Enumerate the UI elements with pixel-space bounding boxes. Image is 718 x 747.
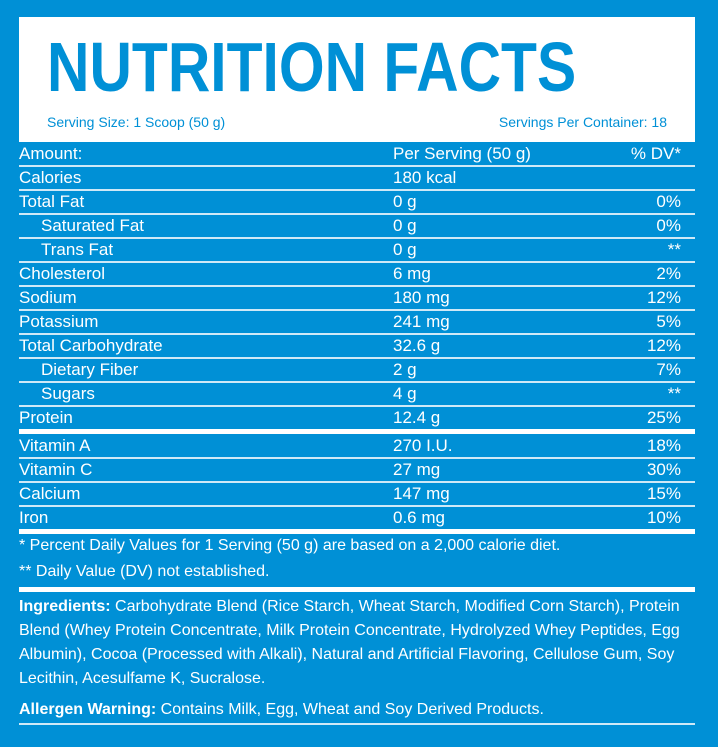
- nutrient-amount: 27 mg: [393, 460, 441, 479]
- nutrient-dv: 2%: [656, 264, 681, 283]
- nutrient-name: Sugars: [41, 384, 95, 403]
- servings-per-container: Servings Per Container: 18: [498, 114, 667, 130]
- nutrient-amount: 4 g: [393, 384, 417, 403]
- allergen-text: Contains Milk, Egg, Wheat and Soy Derive…: [156, 701, 544, 718]
- table-row: Potassium 241 mg 5%: [19, 311, 695, 335]
- nutrient-name: Vitamin A: [19, 436, 91, 455]
- table-row: Protein 12.4 g 25%: [19, 407, 695, 434]
- table-row: Calories 180 kcal: [19, 167, 695, 191]
- column-header-per-serving: Per Serving (50 g): [393, 144, 531, 163]
- ingredients: Ingredients: Carbohydrate Blend (Rice St…: [19, 595, 695, 691]
- nutrient-dv: 0%: [656, 192, 681, 211]
- table-row: Total Fat 0 g 0%: [19, 191, 695, 215]
- nutrient-name: Saturated Fat: [41, 216, 145, 235]
- nutrient-amount: 2 g: [393, 360, 417, 379]
- table-header: Amount: Per Serving (50 g) % DV*: [19, 143, 695, 167]
- nutrient-name: Dietary Fiber: [41, 360, 139, 379]
- nutrition-table: Amount: Per Serving (50 g) % DV* Calorie…: [19, 143, 695, 534]
- nutrient-name: Calories: [19, 168, 82, 187]
- nutrient-dv: 15%: [646, 484, 681, 503]
- ingredients-label: Ingredients:: [19, 598, 111, 615]
- allergen-warning: Allergen Warning: Contains Milk, Egg, Wh…: [19, 699, 695, 725]
- nutrient-amount: 32.6 g: [393, 336, 441, 355]
- nutrient-dv: 12%: [646, 288, 681, 307]
- nutrient-name: Calcium: [19, 484, 81, 503]
- footnotes: * Percent Daily Values for 1 Serving (50…: [19, 533, 695, 592]
- nutrient-amount: 0 g: [393, 240, 417, 259]
- ingredients-text: Carbohydrate Blend (Rice Starch, Wheat S…: [19, 598, 680, 687]
- column-header-amount: Amount:: [19, 144, 83, 163]
- table-row: Vitamin A 270 I.U. 18%: [19, 435, 695, 459]
- table-row: Trans Fat 0 g **: [19, 239, 695, 263]
- nutrient-amount: 180 kcal: [393, 168, 457, 187]
- nutrient-name: Total Fat: [19, 192, 85, 211]
- nutrient-name: Sodium: [19, 288, 77, 307]
- nutrient-amount: 180 mg: [393, 288, 450, 307]
- nutrient-dv: 25%: [646, 408, 681, 427]
- table-row: Total Carbohydrate 32.6 g 12%: [19, 335, 695, 359]
- nutrient-dv: 18%: [646, 436, 681, 455]
- table-row: Cholesterol 6 mg 2%: [19, 263, 695, 287]
- nutrient-amount: 12.4 g: [393, 408, 441, 427]
- footnote-not-established: ** Daily Value (DV) not established.: [19, 563, 270, 580]
- nutrient-name: Total Carbohydrate: [19, 336, 163, 355]
- nutrient-dv: 0%: [656, 216, 681, 235]
- table-row: Iron 0.6 mg 10%: [19, 507, 695, 534]
- nutrient-amount: 6 mg: [393, 264, 431, 283]
- table-row: Dietary Fiber 2 g 7%: [19, 359, 695, 383]
- nutrient-dv: 7%: [656, 360, 681, 379]
- nutrient-dv: 12%: [646, 336, 681, 355]
- footnote-dv: * Percent Daily Values for 1 Serving (50…: [19, 537, 561, 554]
- page-title: NUTRITION FACTS: [47, 28, 577, 106]
- table-row: Vitamin C 27 mg 30%: [19, 459, 695, 483]
- nutrient-amount: 0 g: [393, 216, 417, 235]
- nutrient-amount: 241 mg: [393, 312, 450, 331]
- label-footer: * Percent Daily Values for 1 Serving (50…: [19, 533, 695, 725]
- nutrient-dv: 30%: [646, 460, 681, 479]
- table-row: Saturated Fat 0 g 0%: [19, 215, 695, 239]
- table-row: Calcium 147 mg 15%: [19, 483, 695, 507]
- nutrient-dv: **: [667, 240, 681, 259]
- table-row: Sugars 4 g **: [19, 383, 695, 407]
- nutrient-amount: 0.6 mg: [393, 508, 445, 527]
- nutrient-dv: 10%: [646, 508, 681, 527]
- nutrient-name: Iron: [19, 508, 49, 527]
- nutrient-dv: 5%: [656, 312, 681, 331]
- nutrient-name: Cholesterol: [19, 264, 105, 283]
- table-row: Sodium 180 mg 12%: [19, 287, 695, 311]
- title-panel: NUTRITION FACTS Serving Size: 1 Scoop (5…: [19, 17, 695, 142]
- nutrient-amount: 0 g: [393, 192, 417, 211]
- serving-size: Serving Size: 1 Scoop (50 g): [47, 114, 226, 130]
- nutrient-amount: 147 mg: [393, 484, 450, 503]
- allergen-label: Allergen Warning:: [19, 701, 157, 718]
- column-header-dv: % DV*: [630, 144, 681, 163]
- nutrient-name: Trans Fat: [41, 240, 114, 259]
- nutrient-amount: 270 I.U.: [393, 436, 453, 455]
- nutrient-dv: **: [667, 384, 681, 403]
- nutrient-name: Potassium: [19, 312, 99, 331]
- nutrient-name: Protein: [19, 408, 73, 427]
- nutrient-name: Vitamin C: [19, 460, 93, 479]
